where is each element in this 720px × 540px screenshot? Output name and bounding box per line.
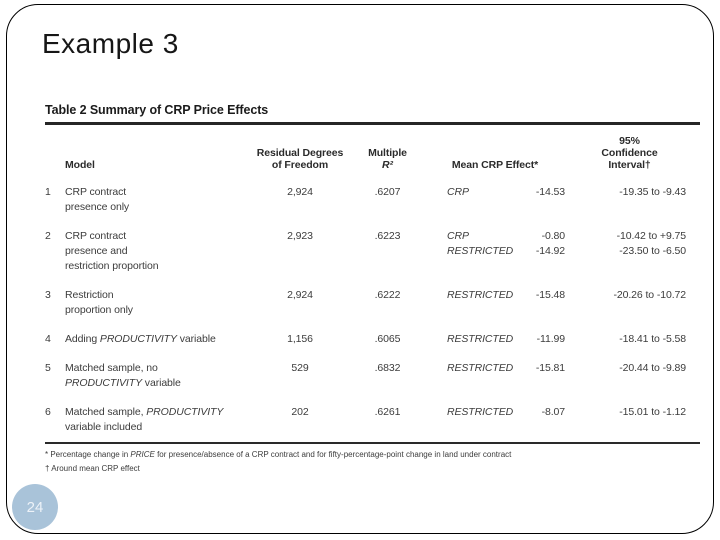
model-number: 6 <box>45 406 51 418</box>
table-row: 6 Matched sample, PRODUCTIVITY variable … <box>45 405 700 435</box>
model-name: Matched sample, PRODUCTIVITY variable in… <box>65 406 224 433</box>
footnote-price-change: * Percentage change in PRICE for presenc… <box>45 449 512 459</box>
multiple-r2-value: .6065 <box>374 333 401 345</box>
residual-df-value: 2,924 <box>287 289 313 301</box>
confidence-interval-value: -19.35 to -9.43 <box>619 186 686 198</box>
table-row: 2 CRP contract presence and restriction … <box>45 229 700 274</box>
multiple-r2-value: .6223 <box>374 230 401 242</box>
model-number: 3 <box>45 289 51 301</box>
effect-label: CRP <box>447 186 469 198</box>
multiple-r2-value: .6832 <box>374 362 401 374</box>
multiple-r2-value: .6207 <box>374 186 401 198</box>
slide-title: Example 3 <box>42 28 179 59</box>
effect-line: RESTRICTED -15.81 -20.44 to -9.89 <box>447 362 686 374</box>
model-name: Adding PRODUCTIVITY variable <box>65 333 216 345</box>
table-header-row: Model Residual Degrees of Freedom Multip… <box>45 135 700 171</box>
residual-df-value: 1,156 <box>287 333 313 345</box>
effect-cells: RESTRICTED -11.99 -18.41 to -5.58 <box>425 332 700 347</box>
model-name: CRP contract presence and restriction pr… <box>65 230 159 272</box>
effect-cells: CRP -14.53 -19.35 to -9.43 <box>425 185 700 215</box>
column-header-residual-df: Residual Degrees of Freedom <box>256 147 344 171</box>
footnote-rule <box>45 442 700 444</box>
column-header-multiple-r2: Multiple R² <box>368 147 407 171</box>
residual-df-value: 202 <box>291 406 309 418</box>
effect-line: RESTRICTED -8.07 -15.01 to -1.12 <box>447 406 686 418</box>
effect-cells: RESTRICTED -15.81 -20.44 to -9.89 <box>425 361 700 391</box>
model-number: 1 <box>45 186 51 198</box>
model-name: Matched sample, no PRODUCTIVITY variable <box>65 362 181 389</box>
model-number: 5 <box>45 362 51 374</box>
footnote-around-mean: † Around mean CRP effect <box>45 464 140 473</box>
column-header-group: Mean CRP Effect* 95% Confidence Interval… <box>425 135 700 171</box>
column-header-mean-crp-effect: Mean CRP Effect* <box>451 159 539 171</box>
multiple-r2-value: .6261 <box>374 406 401 418</box>
crp-price-effects-table: Table 2 Summary of CRP Price Effects Mod… <box>45 103 700 477</box>
effect-line: RESTRICTED -14.92 -23.50 to -6.50 <box>447 245 686 257</box>
column-header-confidence-interval: 95% Confidence Interval† <box>601 135 658 171</box>
column-header-model: Model <box>65 159 95 171</box>
table-row: 4 Adding PRODUCTIVITY variable 1,156 .60… <box>45 332 700 347</box>
page-number: 24 <box>26 498 44 516</box>
table-row: 1 CRP contract presence only 2,924 .6207… <box>45 185 700 215</box>
effect-line: CRP -14.53 -19.35 to -9.43 <box>425 185 700 200</box>
residual-df-value: 529 <box>291 362 309 374</box>
residual-df-value: 2,924 <box>287 186 313 198</box>
effect-cells: RESTRICTED -8.07 -15.01 to -1.12 <box>425 405 700 435</box>
effect-cells: CRP -0.80 -10.42 to +9.75 RESTRICTED -14… <box>425 229 700 274</box>
model-name: CRP contract presence only <box>65 186 130 213</box>
table-footnotes: * Percentage change in PRICE for presenc… <box>45 448 700 477</box>
residual-df-value: 2,923 <box>287 230 313 242</box>
effect-value: -14.53 <box>535 186 565 198</box>
table-title: Table 2 Summary of CRP Price Effects <box>45 103 269 117</box>
table-row: 5 Matched sample, no PRODUCTIVITY variab… <box>45 361 700 391</box>
model-number: 4 <box>45 333 51 345</box>
table-row: 3 Restriction proportion only 2,924 .622… <box>45 288 700 318</box>
page-number-badge: 24 <box>12 484 58 530</box>
multiple-r2-value: .6222 <box>374 289 401 301</box>
effect-line: RESTRICTED -11.99 -18.41 to -5.58 <box>447 333 686 345</box>
effect-line: RESTRICTED -15.48 -20.26 to -10.72 <box>447 289 686 301</box>
model-name: Restriction proportion only <box>65 289 133 316</box>
model-number: 2 <box>45 230 51 242</box>
table-top-rule <box>45 122 700 125</box>
effect-cells: RESTRICTED -15.48 -20.26 to -10.72 <box>425 288 700 318</box>
effect-line: CRP -0.80 -10.42 to +9.75 <box>447 230 686 242</box>
